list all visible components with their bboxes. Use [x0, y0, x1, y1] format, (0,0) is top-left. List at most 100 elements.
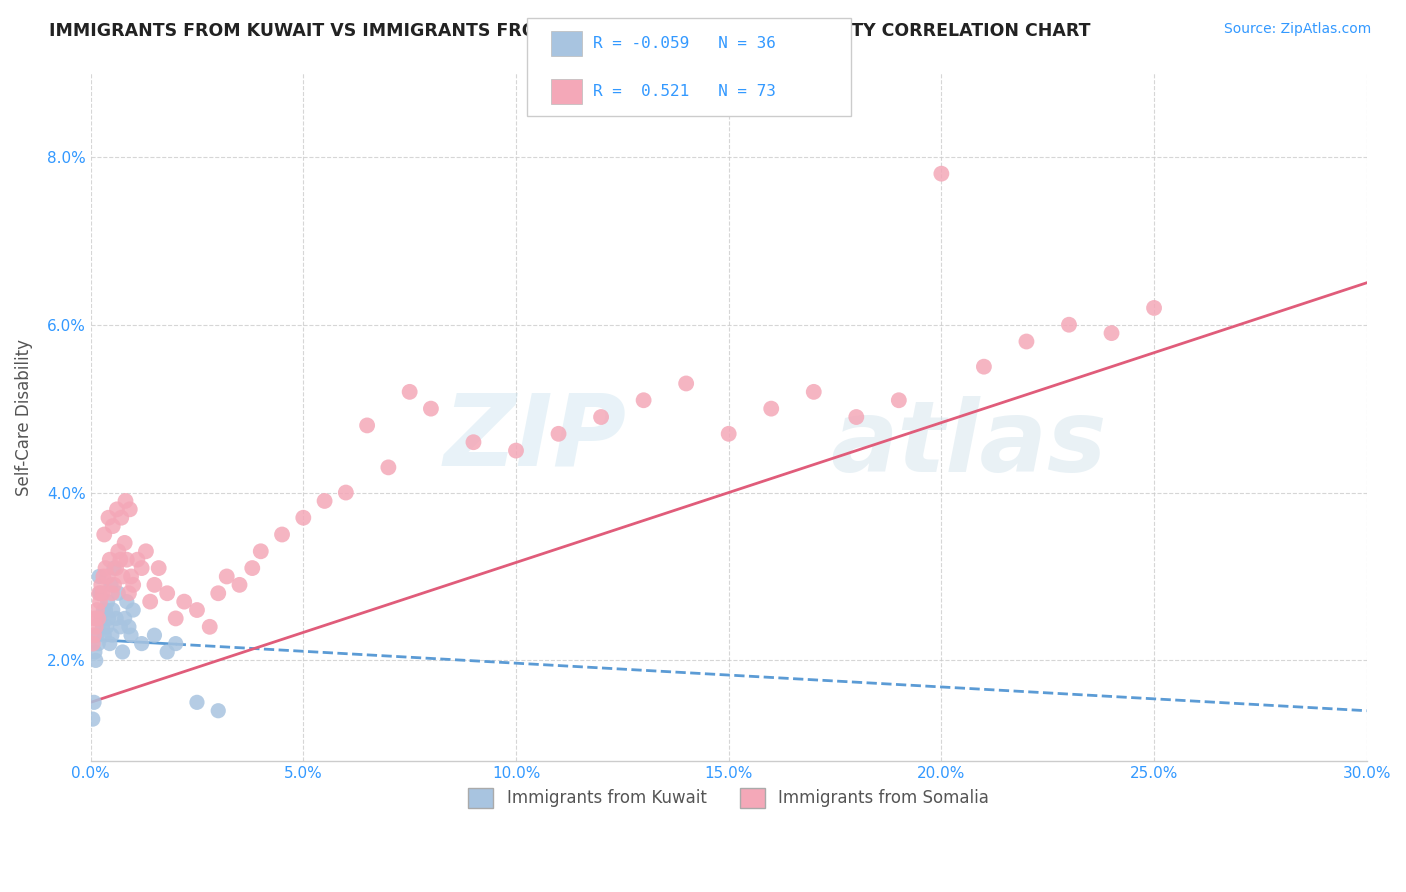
Y-axis label: Self-Care Disability: Self-Care Disability — [15, 339, 32, 496]
Point — [84, 653, 107, 667]
Point — [86, 628, 108, 642]
Point — [419, 401, 441, 416]
Point — [94, 561, 117, 575]
Point — [127, 552, 149, 566]
Point — [120, 569, 142, 583]
Point — [131, 561, 153, 575]
Point — [156, 586, 179, 600]
Point — [314, 494, 336, 508]
Point — [139, 594, 162, 608]
Text: IMMIGRANTS FROM KUWAIT VS IMMIGRANTS FROM SOMALIA SELF-CARE DISABILITY CORRELATI: IMMIGRANTS FROM KUWAIT VS IMMIGRANTS FRO… — [49, 22, 1091, 40]
Point — [292, 510, 315, 524]
Point — [98, 552, 121, 566]
Point — [93, 603, 115, 617]
Point — [101, 628, 124, 642]
Point — [98, 637, 121, 651]
Point — [675, 376, 697, 391]
Point — [887, 393, 910, 408]
Point — [173, 594, 195, 608]
Point — [803, 384, 825, 399]
Point — [973, 359, 995, 374]
Point — [83, 628, 105, 642]
Point — [111, 569, 134, 583]
Point — [122, 603, 145, 617]
Point — [377, 460, 399, 475]
Point — [101, 603, 124, 617]
Text: ZIP: ZIP — [444, 389, 627, 486]
Point — [186, 695, 208, 709]
Point — [110, 552, 132, 566]
Point — [83, 695, 105, 709]
Point — [96, 620, 118, 634]
Point — [82, 637, 104, 651]
Text: R =  0.521   N = 73: R = 0.521 N = 73 — [593, 85, 776, 99]
Point — [101, 519, 124, 533]
Point — [87, 611, 110, 625]
Point — [118, 502, 141, 516]
Point — [143, 628, 166, 642]
Point — [93, 569, 115, 583]
Point — [93, 527, 115, 541]
Point — [97, 611, 120, 625]
Point — [107, 544, 129, 558]
Point — [207, 704, 229, 718]
Point — [398, 384, 420, 399]
Point — [165, 611, 187, 625]
Point — [84, 620, 107, 634]
Point — [114, 536, 136, 550]
Point — [240, 561, 263, 575]
Point — [118, 620, 141, 634]
Point — [90, 578, 112, 592]
Point — [931, 167, 953, 181]
Point — [103, 561, 125, 575]
Point — [207, 586, 229, 600]
Point — [101, 586, 124, 600]
Point — [110, 510, 132, 524]
Point — [115, 552, 138, 566]
Point — [93, 628, 115, 642]
Point — [91, 620, 114, 634]
Point — [122, 578, 145, 592]
Point — [761, 401, 783, 416]
Point — [97, 594, 120, 608]
Point — [83, 611, 105, 625]
Point — [82, 712, 104, 726]
Text: R = -0.059   N = 36: R = -0.059 N = 36 — [593, 37, 776, 51]
Point — [89, 569, 111, 583]
Point — [89, 586, 111, 600]
Point — [228, 578, 250, 592]
Point — [249, 544, 271, 558]
Point — [87, 637, 110, 651]
Point — [633, 393, 655, 408]
Point — [100, 578, 122, 592]
Point — [97, 510, 120, 524]
Point — [547, 426, 569, 441]
Point — [591, 410, 613, 425]
Point — [131, 637, 153, 651]
Point — [463, 435, 485, 450]
Point — [89, 594, 111, 608]
Point — [118, 586, 141, 600]
Text: atlas: atlas — [831, 396, 1108, 493]
Point — [91, 586, 114, 600]
Point — [97, 569, 120, 583]
Legend: Immigrants from Kuwait, Immigrants from Somalia: Immigrants from Kuwait, Immigrants from … — [461, 781, 995, 814]
Point — [115, 594, 138, 608]
Point — [111, 645, 134, 659]
Point — [271, 527, 294, 541]
Point — [89, 586, 111, 600]
Point — [90, 611, 112, 625]
Point — [135, 544, 157, 558]
Point — [103, 578, 125, 592]
Point — [1057, 318, 1080, 332]
Point — [105, 561, 128, 575]
Point — [717, 426, 740, 441]
Point — [86, 603, 108, 617]
Point — [1015, 334, 1038, 349]
Point — [1101, 326, 1123, 340]
Point — [845, 410, 868, 425]
Point — [165, 637, 187, 651]
Point — [198, 620, 221, 634]
Point — [356, 418, 378, 433]
Point — [120, 628, 142, 642]
